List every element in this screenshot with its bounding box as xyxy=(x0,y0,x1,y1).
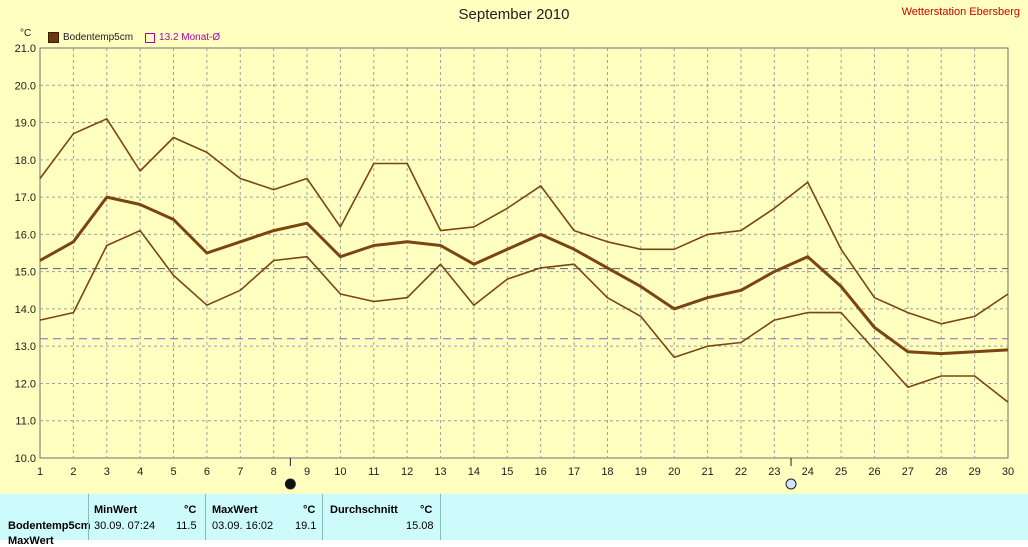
x-tick-label: 8 xyxy=(271,466,277,478)
x-tick-label: 11 xyxy=(368,466,379,478)
y-tick-label: 11.0 xyxy=(15,416,36,428)
legend-label-series: Bodentemp5cm xyxy=(63,32,134,43)
stats-avg-unit: °C xyxy=(420,504,433,516)
x-tick-label: 14 xyxy=(468,466,480,478)
x-tick-label: 16 xyxy=(535,466,547,478)
stats-separator xyxy=(440,494,441,540)
x-tick-label: 24 xyxy=(802,466,814,478)
stats-avg-block: Durchschnitt °C 15.08 xyxy=(322,494,440,540)
x-tick-label: 1 xyxy=(37,466,43,478)
new-moon-icon xyxy=(284,478,296,490)
x-tick-label: 29 xyxy=(968,466,980,478)
chart-svg: 10.0 11.0 12.0 13.0 14.0 15.0 16.0 17.0 18.0 19.0… xyxy=(15,43,1014,490)
y-tick-label: 17.0 xyxy=(15,192,36,204)
y-tick-label: 20.0 xyxy=(15,80,36,92)
stats-avg-value: 15.08 xyxy=(406,520,434,532)
x-tick-label: 19 xyxy=(635,466,647,478)
series-line-max xyxy=(39,118,1009,325)
y-tick-label: 21.0 xyxy=(15,43,36,55)
stats-max-header: MaxWert xyxy=(212,504,258,516)
x-tick-label: 5 xyxy=(170,466,176,478)
stats-min-value: 11.5 xyxy=(176,520,197,532)
x-tick-label: 28 xyxy=(935,466,947,478)
y-tick-label: 16.0 xyxy=(15,229,36,241)
y-tick-label: 13.0 xyxy=(15,341,36,353)
x-tick-label: 26 xyxy=(868,466,880,478)
stats-min-header: MinWert xyxy=(94,504,138,516)
stats-separator xyxy=(322,494,323,540)
y-tick-label: 15.0 xyxy=(15,267,36,279)
series-line-mean xyxy=(39,195,1009,356)
y-axis-unit: °C xyxy=(20,28,32,39)
x-tick-label: 7 xyxy=(237,466,243,478)
legend-label-avg: 13.2 Monat-Ø xyxy=(159,32,221,43)
legend: Bodentemp5cm 13.2 Monat-Ø xyxy=(48,32,220,43)
x-tick-label: 23 xyxy=(768,466,780,478)
station-name: Wetterstation Ebersberg xyxy=(901,6,1020,18)
stats-min-time: 30.09. 07:24 xyxy=(94,520,156,532)
series-line-min xyxy=(39,229,1009,403)
x-tick-label: 2 xyxy=(70,466,76,478)
x-tick-label: 21 xyxy=(701,466,713,478)
stats-panel: Bodentemp5cm MaxWert MinWert °C 30.09. 0… xyxy=(0,494,1028,547)
stats-max-block: MaxWert °C 03.09. 16:02 19.1 xyxy=(205,494,321,540)
stats-min-unit: °C xyxy=(184,504,197,516)
x-tick-label: 9 xyxy=(304,466,310,478)
x-tick-label: 20 xyxy=(668,466,680,478)
x-tick-label: 22 xyxy=(735,466,747,478)
stats-min-block: MinWert °C 30.09. 07:24 11.5 xyxy=(88,494,204,540)
x-tick-label: 12 xyxy=(401,466,413,478)
y-tick-label: 12.0 xyxy=(15,378,36,390)
y-tick-label: 19.0 xyxy=(15,118,36,130)
legend-swatch-series xyxy=(48,32,59,43)
chart-title: September 2010 xyxy=(458,6,570,23)
stats-max-value: 19.1 xyxy=(295,520,317,532)
stats-max-unit: °C xyxy=(303,504,316,516)
stats-max-time: 03.09. 16:02 xyxy=(212,520,274,532)
x-tick-label: 15 xyxy=(501,466,513,478)
y-tick-label: 14.0 xyxy=(15,304,36,316)
chart-area: 10.0 11.0 12.0 13.0 14.0 15.0 16.0 17.0 18.0 19.0… xyxy=(0,0,1028,494)
x-tick-label: 13 xyxy=(434,466,446,478)
x-tick-label: 18 xyxy=(601,466,613,478)
stats-separator xyxy=(88,494,89,540)
x-tick-label: 27 xyxy=(902,466,914,478)
stats-separator xyxy=(205,494,206,540)
full-moon-icon xyxy=(785,478,797,490)
x-tick-label: 10 xyxy=(334,466,346,478)
x-tick-label: 25 xyxy=(835,466,847,478)
plot-frame xyxy=(39,47,1009,459)
x-tick-label: 3 xyxy=(104,466,110,478)
y-tick-label: 10.0 xyxy=(15,453,36,465)
stats-row-label-2: MaxWert xyxy=(8,535,54,547)
legend-swatch-avg xyxy=(145,32,156,43)
x-tick-label: 17 xyxy=(568,466,580,478)
y-tick-label: 18.0 xyxy=(15,155,36,167)
x-tick-label: 30 xyxy=(1002,466,1014,478)
x-tick-label: 4 xyxy=(137,466,143,478)
stats-avg-header: Durchschnitt xyxy=(330,504,398,516)
x-tick-label: 6 xyxy=(204,466,210,478)
stats-row-label: Bodentemp5cm xyxy=(8,520,91,532)
